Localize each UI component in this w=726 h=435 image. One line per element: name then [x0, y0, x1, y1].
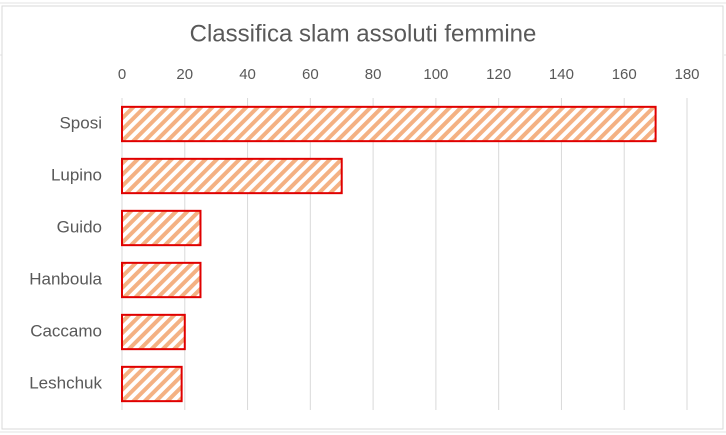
x-tick-label: 60 [302, 66, 319, 83]
bar [121, 261, 202, 299]
y-tick-label: Sposi [59, 113, 102, 132]
bar [121, 209, 202, 247]
x-tick-label: 160 [612, 66, 637, 83]
bar [121, 105, 657, 143]
x-tick-label: 80 [365, 66, 382, 83]
bar [121, 313, 186, 351]
y-tick-label: Lupino [51, 165, 102, 184]
y-tick-label: Guido [57, 217, 102, 236]
bar [121, 157, 343, 195]
x-tick-label: 180 [674, 66, 699, 83]
bar [121, 365, 183, 403]
y-tick-label: Caccamo [30, 321, 102, 340]
x-tick-label: 0 [118, 66, 126, 83]
x-tick-label: 140 [549, 66, 574, 83]
x-tick-label: 120 [486, 66, 511, 83]
x-tick-label: 20 [176, 66, 193, 83]
x-tick-label: 40 [239, 66, 256, 83]
y-tick-label: Hanboula [29, 269, 102, 288]
y-tick-label: Leshchuk [29, 373, 102, 392]
chart-title: Classifica slam assoluti femmine [190, 20, 537, 47]
x-tick-label: 100 [423, 66, 448, 83]
